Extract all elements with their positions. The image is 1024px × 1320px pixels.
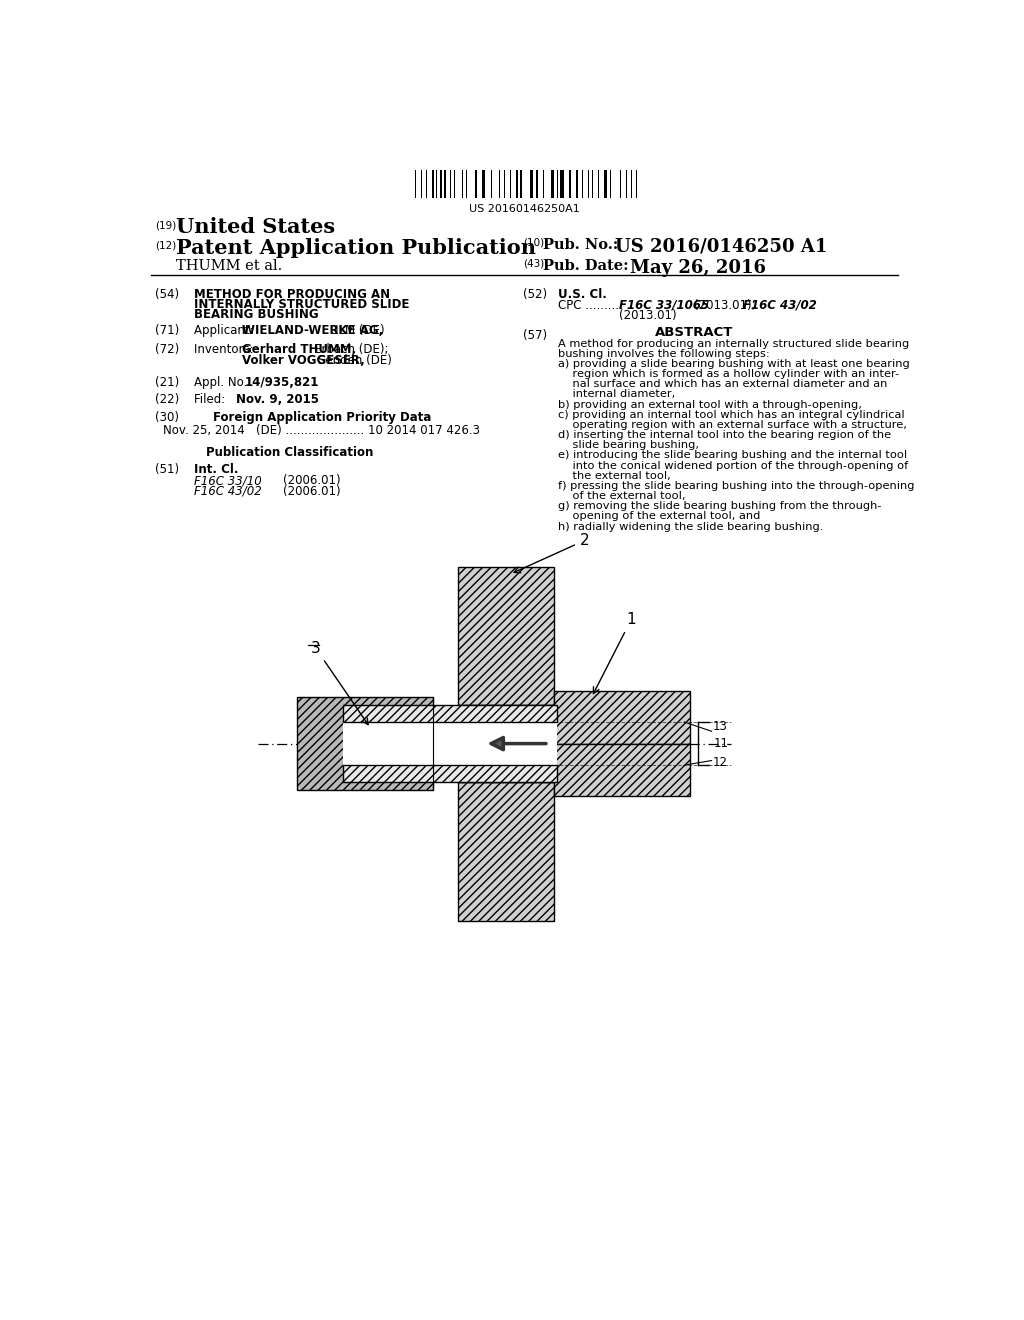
Text: Appl. No.:: Appl. No.: bbox=[194, 376, 255, 389]
Text: f) pressing the slide bearing bushing into the through-opening: f) pressing the slide bearing bushing in… bbox=[558, 480, 914, 491]
Text: Pub. Date:: Pub. Date: bbox=[543, 259, 629, 272]
Bar bbox=[343, 705, 557, 722]
Text: a) providing a slide bearing bushing with at least one bearing: a) providing a slide bearing bushing wit… bbox=[558, 359, 910, 368]
Bar bbox=[554, 692, 690, 743]
Text: e) introducing the slide bearing bushing and the internal tool: e) introducing the slide bearing bushing… bbox=[558, 450, 907, 461]
Text: Erbach (DE);: Erbach (DE); bbox=[314, 343, 388, 356]
Text: U.S. Cl.: U.S. Cl. bbox=[558, 288, 607, 301]
Text: d) inserting the internal tool into the bearing region of the: d) inserting the internal tool into the … bbox=[558, 430, 891, 440]
Text: F16C 33/1065: F16C 33/1065 bbox=[618, 298, 709, 312]
Text: United States: United States bbox=[176, 216, 335, 236]
Text: Int. Cl.: Int. Cl. bbox=[194, 463, 239, 477]
Text: (51): (51) bbox=[155, 463, 179, 477]
Text: A method for producing an internally structured slide bearing: A method for producing an internally str… bbox=[558, 339, 909, 348]
Text: (19): (19) bbox=[155, 220, 176, 230]
Text: (43): (43) bbox=[523, 259, 545, 268]
Text: Applicant:: Applicant: bbox=[194, 323, 257, 337]
Text: nal surface and which has an external diameter and an: nal surface and which has an external di… bbox=[558, 379, 888, 389]
Text: b) providing an external tool with a through-opening,: b) providing an external tool with a thr… bbox=[558, 400, 862, 409]
Text: (71): (71) bbox=[155, 323, 179, 337]
Bar bbox=[458, 705, 554, 781]
Text: ABSTRACT: ABSTRACT bbox=[654, 326, 733, 339]
Text: Foreign Application Priority Data: Foreign Application Priority Data bbox=[213, 411, 432, 424]
Text: (2006.01): (2006.01) bbox=[283, 484, 341, 498]
Text: Filed:: Filed: bbox=[194, 393, 251, 407]
Text: (2013.01): (2013.01) bbox=[618, 309, 676, 322]
Text: METHOD FOR PRODUCING AN: METHOD FOR PRODUCING AN bbox=[194, 288, 390, 301]
Text: Publication Classification: Publication Classification bbox=[206, 446, 373, 459]
Text: h) radially widening the slide bearing bushing.: h) radially widening the slide bearing b… bbox=[558, 521, 823, 532]
Bar bbox=[554, 743, 690, 796]
Text: 14/935,821: 14/935,821 bbox=[245, 376, 318, 389]
Text: (57): (57) bbox=[523, 330, 548, 342]
Text: 1: 1 bbox=[594, 612, 636, 693]
Text: 11: 11 bbox=[714, 737, 729, 750]
Text: Pub. No.:: Pub. No.: bbox=[543, 238, 617, 252]
Text: 2: 2 bbox=[514, 533, 590, 573]
Text: bushing involves the following steps:: bushing involves the following steps: bbox=[558, 348, 770, 359]
Text: F16C 33/10: F16C 33/10 bbox=[194, 474, 261, 487]
Text: Volker VOGGESER,: Volker VOGGESER, bbox=[242, 354, 365, 367]
Text: Nov. 9, 2015: Nov. 9, 2015 bbox=[237, 393, 319, 407]
Text: (54): (54) bbox=[155, 288, 179, 301]
Text: of the external tool,: of the external tool, bbox=[558, 491, 686, 502]
Text: May 26, 2016: May 26, 2016 bbox=[630, 259, 766, 276]
Text: Senden (DE): Senden (DE) bbox=[317, 354, 392, 367]
Text: 13: 13 bbox=[713, 721, 728, 733]
Text: g) removing the slide bearing bushing from the through-: g) removing the slide bearing bushing fr… bbox=[558, 502, 882, 511]
Text: opening of the external tool, and: opening of the external tool, and bbox=[558, 511, 761, 521]
Text: F16C 43/02: F16C 43/02 bbox=[742, 298, 816, 312]
Text: THUMM et al.: THUMM et al. bbox=[176, 259, 283, 272]
Bar bbox=[343, 766, 557, 781]
Text: US 20160146250A1: US 20160146250A1 bbox=[469, 203, 581, 214]
Text: c) providing an internal tool which has an integral cylindrical: c) providing an internal tool which has … bbox=[558, 409, 905, 420]
Text: (10): (10) bbox=[523, 238, 545, 248]
Text: WIELAND-WERKE AG,: WIELAND-WERKE AG, bbox=[242, 323, 383, 337]
Text: region which is formed as a hollow cylinder with an inter-: region which is formed as a hollow cylin… bbox=[558, 370, 899, 379]
Text: operating region with an external surface with a structure,: operating region with an external surfac… bbox=[558, 420, 907, 430]
Text: internal diameter,: internal diameter, bbox=[558, 389, 676, 400]
Text: BEARING BUSHING: BEARING BUSHING bbox=[194, 308, 318, 321]
Text: (52): (52) bbox=[523, 288, 548, 301]
Text: (2013.01);: (2013.01); bbox=[693, 298, 759, 312]
Text: Patent Application Publication: Patent Application Publication bbox=[176, 238, 536, 257]
Text: Gerhard THUMM,: Gerhard THUMM, bbox=[242, 343, 356, 356]
Text: US 2016/0146250 A1: US 2016/0146250 A1 bbox=[614, 238, 827, 256]
Text: ULM (DE): ULM (DE) bbox=[330, 323, 384, 337]
Bar bbox=[458, 566, 554, 705]
Text: (21): (21) bbox=[155, 376, 179, 389]
Text: F16C 43/02: F16C 43/02 bbox=[194, 484, 261, 498]
Text: (22): (22) bbox=[155, 393, 179, 407]
Text: CPC ..........: CPC .......... bbox=[558, 298, 623, 312]
Text: (12): (12) bbox=[155, 240, 176, 251]
Bar bbox=[297, 697, 432, 789]
Text: INTERNALLY STRUCTURED SLIDE: INTERNALLY STRUCTURED SLIDE bbox=[194, 298, 410, 310]
Text: Inventors:: Inventors: bbox=[194, 343, 257, 356]
Text: slide bearing bushing,: slide bearing bushing, bbox=[558, 441, 699, 450]
Text: Nov. 25, 2014   (DE) ..................... 10 2014 017 426.3: Nov. 25, 2014 (DE) .....................… bbox=[163, 424, 480, 437]
Text: into the conical widened portion of the through-opening of: into the conical widened portion of the … bbox=[558, 461, 908, 470]
Text: 3: 3 bbox=[311, 640, 368, 725]
Bar bbox=[458, 781, 554, 921]
Text: the external tool,: the external tool, bbox=[558, 471, 671, 480]
Text: 12: 12 bbox=[713, 756, 728, 770]
Text: (30): (30) bbox=[155, 411, 179, 424]
Text: (72): (72) bbox=[155, 343, 179, 356]
Text: (2006.01): (2006.01) bbox=[283, 474, 341, 487]
